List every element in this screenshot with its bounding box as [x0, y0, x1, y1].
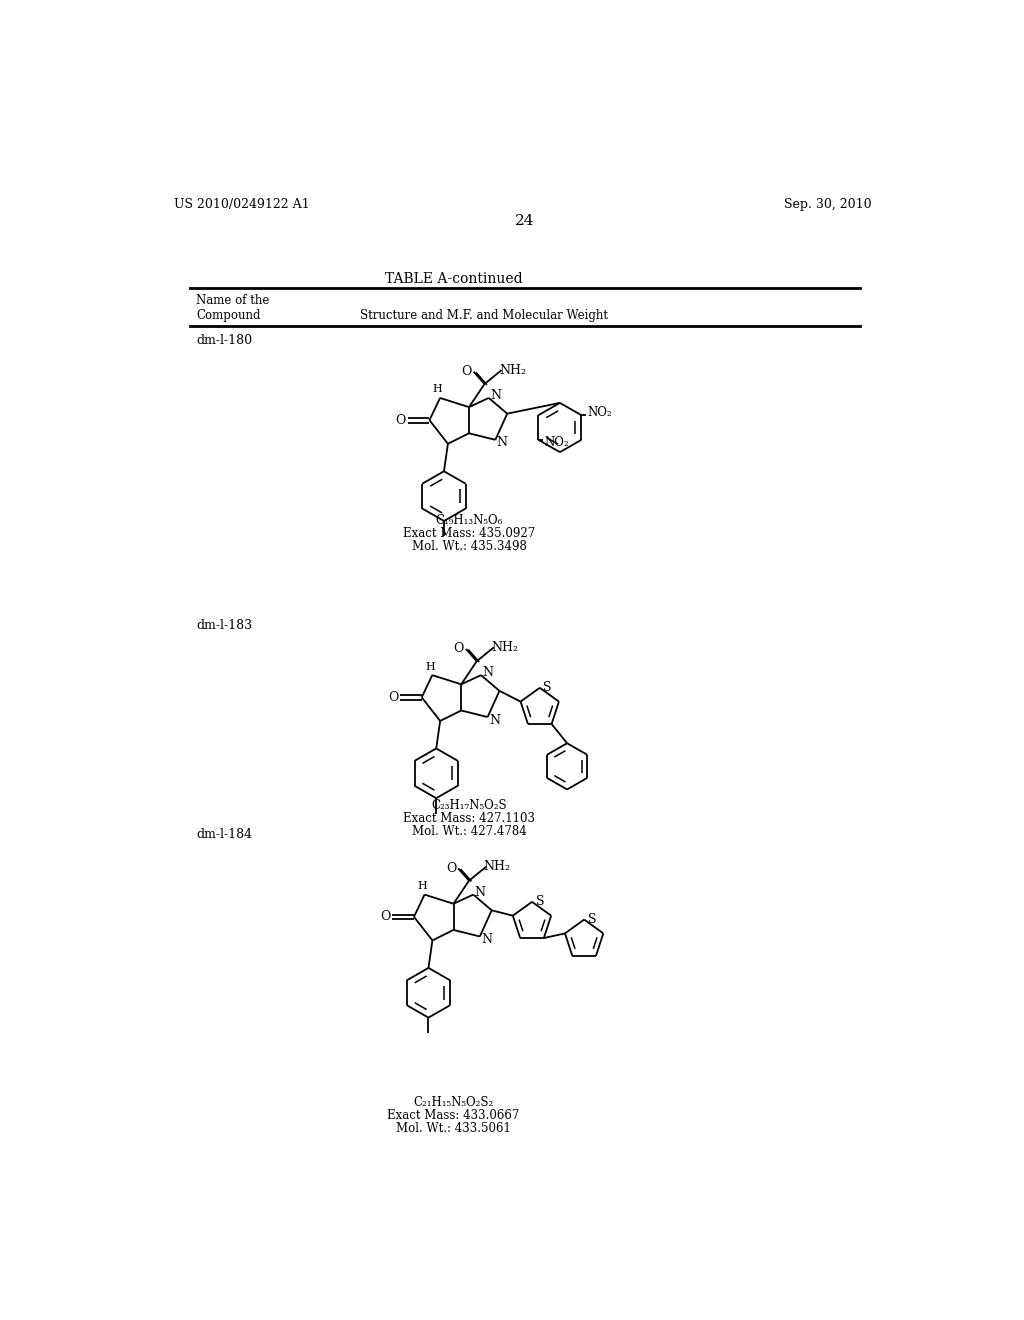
Text: NH₂: NH₂	[499, 363, 526, 376]
Text: N: N	[481, 933, 493, 946]
Text: dm-l-180: dm-l-180	[197, 334, 252, 347]
Text: O: O	[388, 690, 398, 704]
Text: NH₂: NH₂	[492, 640, 518, 653]
Text: Mol. Wt.: 435.3498: Mol. Wt.: 435.3498	[412, 540, 526, 553]
Text: dm-l-184: dm-l-184	[197, 829, 252, 841]
Text: S: S	[536, 895, 544, 908]
Text: TABLE A-continued: TABLE A-continued	[385, 272, 522, 286]
Text: H: H	[425, 661, 435, 672]
Text: O: O	[395, 413, 406, 426]
Text: Exact Mass: 433.0667: Exact Mass: 433.0667	[387, 1109, 520, 1122]
Text: S: S	[544, 681, 552, 694]
Text: Mol. Wt.: 427.4784: Mol. Wt.: 427.4784	[412, 825, 526, 838]
Text: N: N	[490, 389, 501, 403]
Text: NO₂: NO₂	[545, 436, 569, 449]
Text: Sep. 30, 2010: Sep. 30, 2010	[784, 198, 872, 211]
Text: H: H	[418, 882, 427, 891]
Text: O: O	[454, 643, 464, 656]
Text: C₂₁H₁₅N₅O₂S₂: C₂₁H₁₅N₅O₂S₂	[414, 1096, 494, 1109]
Text: NH₂: NH₂	[483, 861, 510, 874]
Text: C₁₉H₁₃N₅O₆: C₁₉H₁₃N₅O₆	[435, 515, 503, 527]
Text: O: O	[446, 862, 457, 875]
Text: O: O	[462, 366, 472, 379]
Text: Exact Mass: 435.0927: Exact Mass: 435.0927	[402, 527, 536, 540]
Text: 24: 24	[515, 214, 535, 228]
Text: N: N	[489, 714, 500, 726]
Text: Exact Mass: 427.1103: Exact Mass: 427.1103	[403, 812, 535, 825]
Text: C₂₃H₁₇N₅O₂S: C₂₃H₁₇N₅O₂S	[431, 799, 507, 812]
Text: N: N	[482, 667, 494, 680]
Text: H: H	[433, 384, 442, 395]
Text: Compound: Compound	[197, 309, 261, 322]
Text: US 2010/0249122 A1: US 2010/0249122 A1	[174, 198, 310, 211]
Text: Structure and M.F. and Molecular Weight: Structure and M.F. and Molecular Weight	[360, 309, 608, 322]
Text: N: N	[497, 437, 508, 449]
Text: N: N	[475, 886, 485, 899]
Text: Mol. Wt.: 433.5061: Mol. Wt.: 433.5061	[396, 1122, 511, 1135]
Text: Name of the: Name of the	[197, 294, 269, 308]
Text: O: O	[380, 911, 390, 924]
Text: dm-l-183: dm-l-183	[197, 619, 252, 632]
Text: NO₂: NO₂	[588, 407, 612, 420]
Text: S: S	[588, 913, 596, 927]
